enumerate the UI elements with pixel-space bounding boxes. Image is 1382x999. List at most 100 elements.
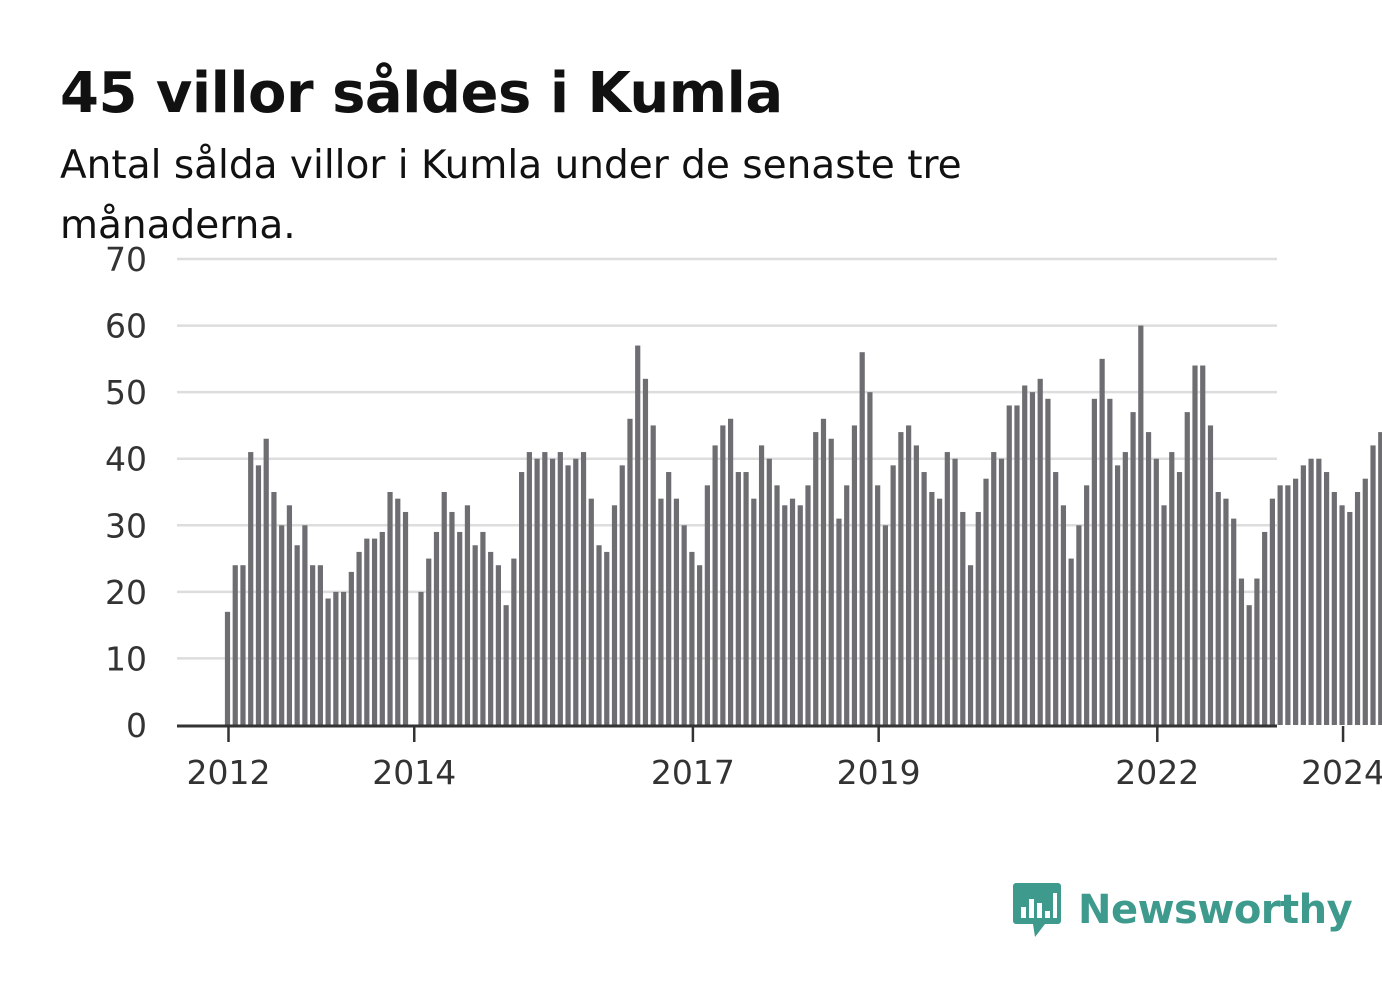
bar	[720, 425, 726, 725]
bar	[255, 465, 262, 725]
bar	[921, 472, 927, 725]
bar	[743, 472, 749, 725]
bar	[944, 452, 950, 725]
bar	[1138, 325, 1144, 725]
bar	[650, 425, 656, 725]
bar	[1022, 385, 1028, 725]
y-tick-label: 20	[105, 573, 147, 612]
bar	[1370, 445, 1376, 725]
bar	[875, 485, 881, 725]
x-axis-ticks: 2012 2014 2017 2019 2022 2024	[187, 726, 1382, 792]
bar	[658, 498, 664, 725]
bar	[495, 565, 501, 725]
bar	[1277, 485, 1283, 725]
x-tick-label: 2022	[1115, 753, 1199, 792]
bar	[1215, 492, 1221, 725]
bar	[224, 611, 231, 725]
x-tick-label: 2012	[187, 753, 271, 792]
bar	[317, 565, 323, 725]
bar	[851, 425, 858, 725]
y-tick-label: 40	[105, 440, 147, 479]
bar	[967, 565, 974, 725]
bar	[1006, 405, 1012, 725]
bar	[1262, 531, 1268, 725]
bar	[441, 492, 447, 725]
bar	[1176, 472, 1183, 725]
bar	[457, 531, 463, 725]
bar	[511, 558, 517, 725]
bar	[1122, 452, 1128, 725]
bar	[913, 445, 919, 725]
bar	[480, 531, 486, 725]
newsworthy-logo[interactable]: Newsworthy	[1012, 880, 1353, 940]
bar	[844, 485, 850, 725]
bar	[867, 392, 873, 725]
bar	[975, 511, 981, 725]
x-tick-label: 2014	[372, 753, 456, 792]
bar	[371, 538, 378, 725]
bar	[1339, 505, 1345, 725]
bar	[1378, 432, 1382, 725]
bar	[1223, 498, 1229, 725]
bar	[704, 485, 710, 725]
bar	[766, 458, 772, 725]
bar	[836, 518, 842, 725]
bar	[1293, 478, 1299, 725]
bar	[1207, 425, 1214, 725]
bar	[1161, 505, 1167, 725]
bar	[991, 452, 997, 725]
bar	[673, 498, 680, 725]
bar	[1076, 525, 1082, 725]
bar	[310, 565, 316, 725]
bar	[519, 472, 525, 725]
chart-subtitle: Antal sålda villor i Kumla under de sena…	[60, 143, 962, 248]
newsworthy-logo-icon	[1013, 883, 1061, 937]
bar	[1084, 485, 1090, 725]
bar	[333, 591, 339, 725]
bar	[1354, 492, 1361, 725]
bar	[898, 432, 904, 725]
bar	[302, 525, 308, 725]
bar	[1184, 412, 1190, 725]
y-tick-label: 30	[105, 506, 147, 545]
bar	[588, 498, 594, 725]
bar	[356, 551, 362, 725]
bar	[286, 505, 293, 725]
bar	[240, 565, 246, 725]
chart-title: 45 villor såldes i Kumla	[60, 61, 783, 126]
bar	[774, 485, 780, 725]
bar	[549, 458, 556, 725]
bar	[565, 465, 571, 725]
bar	[325, 598, 331, 725]
bar	[1145, 432, 1152, 725]
bar	[1153, 458, 1159, 725]
bar	[464, 505, 471, 725]
bar	[789, 498, 796, 725]
bar	[1238, 578, 1245, 725]
bar	[758, 445, 765, 725]
bar	[820, 418, 827, 725]
bar	[890, 465, 896, 725]
bar	[712, 445, 718, 725]
bar	[503, 605, 509, 725]
bar	[960, 511, 966, 725]
bar	[1200, 365, 1206, 725]
y-tick-label: 0	[126, 706, 147, 745]
bar	[642, 378, 649, 725]
bar	[379, 531, 385, 725]
bar	[1347, 511, 1353, 725]
bar	[1115, 465, 1121, 725]
bars	[224, 325, 1382, 725]
bar	[1130, 412, 1136, 725]
bar	[666, 472, 672, 725]
bar	[998, 458, 1005, 725]
y-axis-ticks: 0 10 20 30 40 50 60 70	[105, 240, 147, 745]
bar	[1308, 458, 1314, 725]
bar	[813, 432, 819, 725]
bar	[983, 478, 989, 725]
x-tick-label: 2017	[651, 753, 735, 792]
bar	[906, 425, 912, 725]
bar	[882, 525, 888, 725]
bar	[1316, 458, 1322, 725]
